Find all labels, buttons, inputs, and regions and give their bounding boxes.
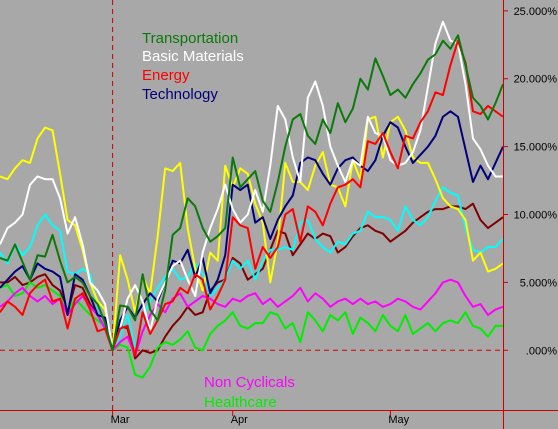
y-tick-label: 20.000% <box>514 74 558 86</box>
legend-label-basic-materials: Basic Materials <box>142 48 244 65</box>
y-tick-label: 15.000% <box>514 142 558 154</box>
series-line-unlabeled-7 <box>0 186 504 352</box>
y-tick-label: 5.000% <box>520 277 558 289</box>
x-tick-label: Mar <box>111 414 130 426</box>
x-tick-label: Apr <box>231 414 248 426</box>
series-line-energy <box>0 39 504 357</box>
legend-top: Transportation Basic Materials Energy Te… <box>142 30 244 103</box>
legend-bottom: Non Cyclicals Healthcare <box>204 374 295 411</box>
legend-label-healthcare: Healthcare <box>204 394 277 411</box>
y-tick-label: 10.000% <box>514 210 558 222</box>
series-line-healthcare <box>0 281 503 379</box>
series-layer <box>0 0 504 410</box>
legend-label-non-cyclicals: Non Cyclicals <box>204 374 295 391</box>
legend-label-transportation: Transportation <box>142 30 238 47</box>
series-line-unlabeled-8 <box>0 202 504 360</box>
x-tick-label: May <box>388 414 409 426</box>
y-tick-label: 25.000% <box>514 6 558 18</box>
y-tick-label: .000% <box>526 345 557 357</box>
series-line-transportation <box>0 34 504 352</box>
legend-label-energy: Energy <box>142 67 190 84</box>
legend-label-technology: Technology <box>142 86 218 103</box>
series-line-basic-materials <box>0 20 503 352</box>
